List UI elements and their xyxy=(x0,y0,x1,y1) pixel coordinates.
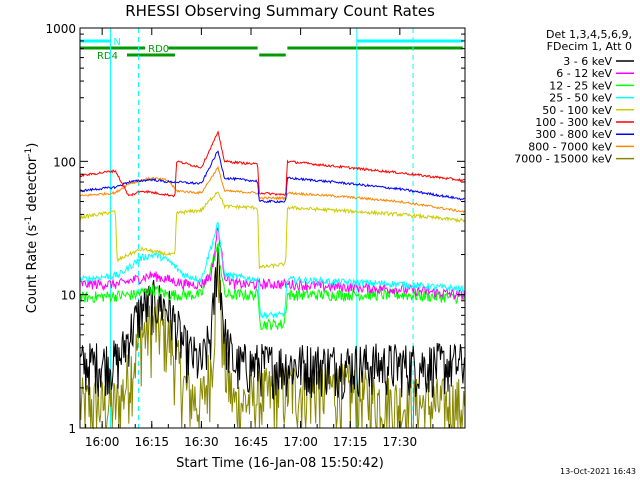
plot-frame xyxy=(79,27,466,429)
y-tick-label: 10 xyxy=(61,289,76,303)
legend: Det 1,3,4,5,6,9,FDecim 1, Att 0 3 - 6 keV… xyxy=(514,28,634,166)
series-line xyxy=(79,226,465,300)
x-tick-label: 16:15 xyxy=(134,435,169,449)
y-label-sup1: -1 xyxy=(24,216,34,225)
legend-entry-label: 6 - 12 keV xyxy=(556,67,612,80)
legend-header-line: FDecim 1, Att 0 xyxy=(547,40,632,53)
x-axis: 16:00 16:15 16:30 16:45 17:00 17:15 17:30 xyxy=(85,28,450,449)
y-axis: 1 10 100 1000 xyxy=(45,22,465,436)
chart-title: RHESSI Observing Summary Count Rates xyxy=(125,2,435,20)
legend-entry-label: 50 - 100 keV xyxy=(542,104,612,117)
x-tick-label: 16:45 xyxy=(234,435,269,449)
timestamp: 13-Oct-2021 16:43 xyxy=(560,467,636,476)
legend-entry-label: 3 - 6 keV xyxy=(563,55,612,68)
legend-entry-label: 800 - 7000 keV xyxy=(528,140,612,153)
series-group xyxy=(79,130,465,430)
legend-entry-label: 7000 - 15000 keV xyxy=(514,153,612,166)
x-tick-label: 17:00 xyxy=(283,435,318,449)
y-label-end: ) xyxy=(25,143,40,148)
x-tick-label: 16:00 xyxy=(85,435,120,449)
x-tick-label: 17:15 xyxy=(333,435,368,449)
x-tick-label: 17:30 xyxy=(383,435,418,449)
series-line xyxy=(79,241,465,331)
y-tick-label: 100 xyxy=(53,155,76,169)
legend-entry-label: 25 - 50 keV xyxy=(549,92,612,105)
legend-entry-label: 300 - 800 keV xyxy=(535,128,612,141)
y-axis-label: Count Rate (s-1 detector-1) xyxy=(24,143,40,314)
flag-rd0-label: RD0 xyxy=(148,44,169,55)
series-line xyxy=(79,222,465,320)
flag-bars: N RD0 RD4 xyxy=(80,37,463,62)
y-tick-label: 1 xyxy=(68,422,76,436)
series-line xyxy=(79,247,465,401)
x-tick-label: 16:30 xyxy=(184,435,219,449)
y-label-sup2: -1 xyxy=(24,148,34,157)
series-line xyxy=(79,130,465,198)
y-label-mid: detector xyxy=(25,156,40,216)
legend-header-line: Det 1,3,4,5,6,9, xyxy=(546,28,632,41)
series-line xyxy=(80,150,465,204)
y-label-base: Count Rate (s xyxy=(25,225,40,314)
x-axis-label: Start Time (16-Jan-08 15:50:42) xyxy=(176,456,384,471)
flag-rd4-label: RD4 xyxy=(97,51,118,62)
y-tick-label: 1000 xyxy=(45,22,76,36)
series-line xyxy=(79,191,465,269)
flag-n-label: N xyxy=(113,37,120,48)
legend-entry-label: 100 - 300 keV xyxy=(535,116,612,129)
legend-entry-label: 12 - 25 keV xyxy=(549,79,612,92)
